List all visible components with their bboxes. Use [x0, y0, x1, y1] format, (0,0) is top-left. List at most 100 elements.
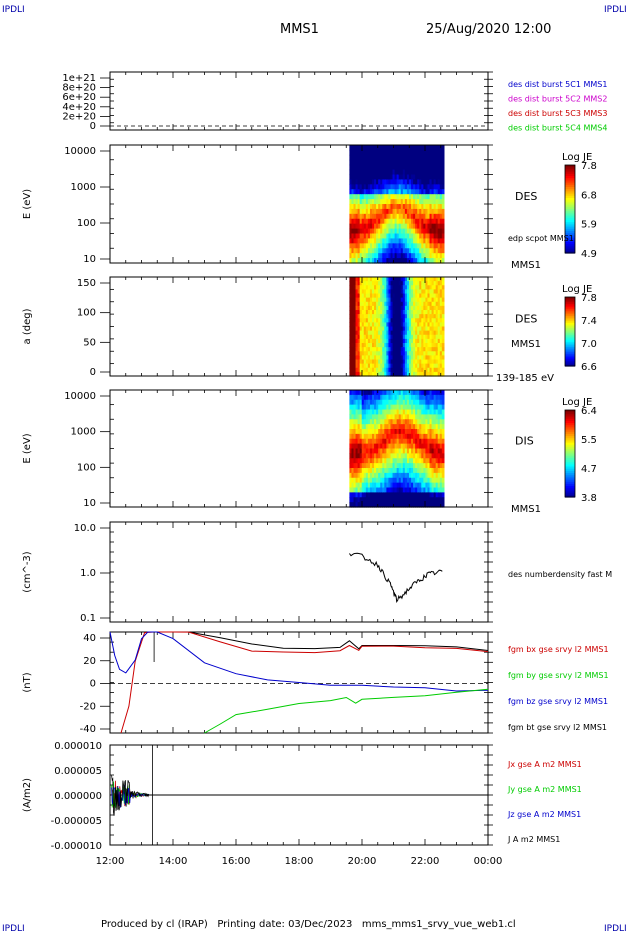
spectrogram-cell [353, 314, 357, 319]
spectrogram-cell [359, 363, 363, 369]
spectrogram-cell [411, 218, 414, 225]
spectrogram-cell [367, 468, 371, 474]
spectrogram-cell [386, 145, 390, 151]
spectrogram-cell [417, 433, 420, 440]
spectrogram-cell [433, 189, 437, 195]
spectrogram-cell [363, 468, 367, 474]
spectrogram-cell [378, 448, 381, 454]
spectrogram-cell [421, 293, 424, 299]
spectrogram-cell [435, 277, 439, 282]
spectrogram-cell [439, 305, 443, 311]
spectrogram-cell [371, 281, 375, 286]
spectrogram-cell [378, 184, 381, 190]
spectrogram-cell [435, 355, 439, 361]
spectrogram-cell [433, 145, 437, 151]
spectrogram-cell [390, 310, 394, 315]
spectrogram-cell [361, 149, 365, 156]
spectrogram-cell [439, 492, 443, 498]
spectrogram-cell [408, 355, 412, 361]
spectrogram-cell [408, 438, 412, 445]
spectrogram-cell [400, 343, 404, 348]
spectrogram-cell [431, 472, 435, 479]
spectrogram-cell [415, 169, 418, 176]
spectrogram-cell [369, 363, 373, 369]
spectrogram-cell [423, 363, 427, 369]
spectrogram-cell [411, 419, 414, 425]
colorbar-cell [565, 347, 575, 350]
spectrogram-cell [402, 347, 406, 352]
spectrogram-cell [380, 433, 383, 440]
spectrogram-cell [386, 159, 390, 166]
spectrogram-cell [359, 492, 363, 498]
spectrogram-cell [390, 477, 394, 484]
spectrogram-cell [431, 314, 435, 319]
spectrogram-cell [349, 438, 353, 445]
spectrogram-cell [413, 218, 416, 225]
spectrogram-cell [369, 301, 373, 307]
spectrogram-cell [374, 204, 377, 210]
spectrogram-cell [380, 310, 383, 315]
spectrogram-cell [400, 482, 404, 489]
spectrogram-cell [413, 359, 416, 365]
spectrogram-cell [359, 233, 363, 240]
spectrogram-cell [361, 174, 365, 181]
spectrogram-cell [400, 443, 404, 450]
spectrogram-cell [367, 145, 371, 151]
spectrogram-cell [402, 204, 406, 210]
spectrogram-cell [425, 289, 429, 295]
spectrogram-cell [425, 305, 429, 311]
spectrogram-cell [435, 248, 439, 254]
spectrogram-cell [357, 169, 361, 176]
spectrogram-cell [429, 301, 433, 307]
spectrogram-cell [413, 347, 416, 352]
spectrogram-cell [353, 248, 357, 254]
colorbar-cell [565, 492, 575, 496]
spectrogram-cell [411, 492, 414, 498]
spectrogram-cell [392, 218, 396, 225]
spectrogram-cell [384, 453, 387, 459]
spectrogram-cell [378, 363, 381, 369]
spectrogram-cell [374, 174, 377, 181]
spectrogram-cell [417, 399, 420, 406]
spectrogram-cell [349, 482, 353, 489]
spectrogram-cell [404, 394, 408, 401]
spectrogram-cell [406, 258, 410, 264]
spectrogram-cell [365, 293, 369, 299]
spectrogram-cell [367, 310, 371, 315]
spectrogram-cell [415, 326, 418, 332]
colorbar-cell [565, 233, 575, 236]
colorbar-cell [565, 477, 575, 481]
spectrogram-cell [429, 179, 433, 185]
spectrogram-cell [388, 438, 392, 445]
spectrogram-cell [363, 310, 367, 315]
spectrogram-cell [388, 468, 392, 474]
spectrogram-cell [431, 482, 435, 489]
spectrogram-cell [355, 228, 359, 235]
spectrogram-cell [427, 458, 431, 464]
spectrogram-cell [421, 492, 424, 498]
spectrogram-cell [398, 497, 402, 503]
spectrogram-cell [369, 399, 373, 406]
spectrogram-cell [421, 468, 424, 474]
spectrogram-cell [374, 371, 377, 377]
spectrogram-cell [439, 223, 443, 230]
spectrogram-cell [349, 248, 353, 254]
spectrogram-cell [390, 258, 394, 264]
spectrogram-cell [363, 228, 367, 235]
spectrogram-cell [380, 414, 383, 420]
spectrogram-cell [363, 194, 367, 200]
spectrogram-cell [404, 318, 408, 323]
spectrogram-cell [359, 289, 363, 295]
spectrogram-cell [382, 281, 385, 286]
spectrogram-cell [388, 318, 392, 323]
spectrogram-cell [433, 453, 437, 459]
panel-3-y-tick-label: 100 [77, 308, 96, 319]
spectrogram-cell [437, 218, 441, 225]
spectrogram-cell [429, 443, 433, 450]
spectrogram-cell [351, 492, 355, 498]
spectrogram-cell [355, 145, 359, 151]
spectrogram-cell [437, 429, 441, 435]
colorbar-cell [565, 317, 575, 321]
spectrogram-cell [417, 453, 420, 459]
spectrogram-cell [433, 482, 437, 489]
